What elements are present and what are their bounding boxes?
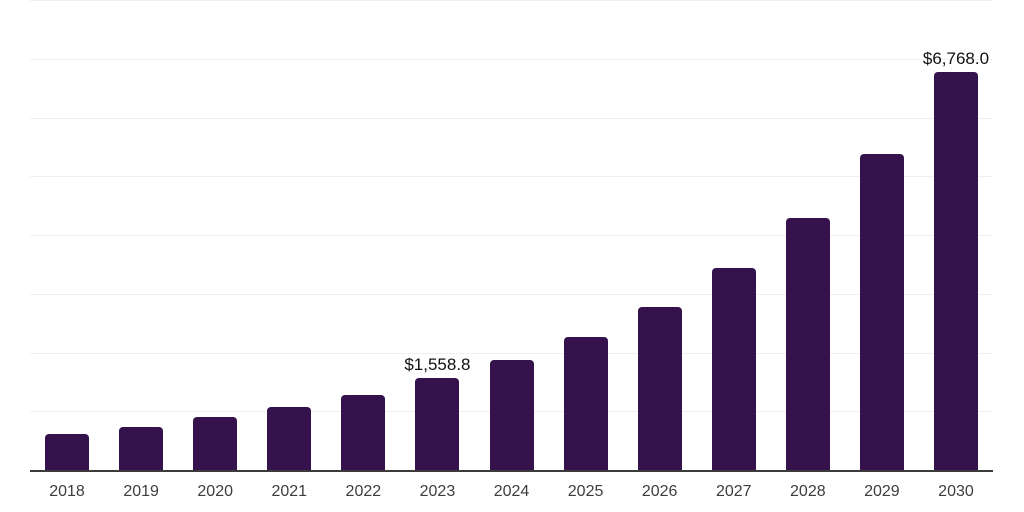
- gridline: [30, 293, 993, 295]
- bar-series: $1,558.8 $6,768.0: [30, 0, 993, 470]
- gridline: [30, 0, 993, 1]
- plot-area: $1,558.8 $6,768.0: [30, 0, 993, 470]
- bar-2021: [267, 407, 312, 470]
- bar-group-2025: [549, 0, 623, 470]
- gridline: [30, 176, 993, 178]
- bar-group-2023: $1,558.8: [400, 0, 474, 470]
- x-tick-label-2019: 2019: [123, 483, 159, 500]
- x-tick-label-2025: 2025: [567, 483, 604, 500]
- x-tick-label-2023: 2023: [419, 483, 456, 500]
- x-tick-label-2027: 2027: [715, 483, 752, 500]
- gridline: [30, 235, 993, 236]
- bar-value-label-2023: $1,558.8: [404, 355, 471, 375]
- x-tick-label-2029: 2029: [864, 483, 900, 500]
- bar-group-2019: [104, 0, 178, 470]
- x-tick-label-2028: 2028: [790, 483, 826, 500]
- bar-2018: [45, 433, 90, 470]
- x-tick-label-2026: 2026: [641, 483, 678, 500]
- bar-2025: [563, 336, 608, 470]
- gridline: [30, 58, 993, 60]
- bar-2019: [119, 427, 164, 470]
- bar-group-2030: $6,768.0: [919, 0, 993, 470]
- bar-group-2027: [697, 0, 771, 470]
- bar-value-label-2030: $6,768.0: [922, 49, 990, 69]
- x-tick-label-2018: 2018: [49, 483, 85, 500]
- x-tick-label-2024: 2024: [493, 483, 530, 500]
- bar-2027: [711, 268, 756, 470]
- x-tick-label-2030: 2030: [938, 483, 974, 500]
- bar-2029: [859, 153, 904, 470]
- bar-2028: [785, 218, 830, 470]
- bar-2024: [489, 360, 534, 470]
- gridline: [30, 117, 993, 119]
- bar-2022: [341, 394, 386, 470]
- gridline: [30, 352, 993, 354]
- bar-2020: [193, 417, 238, 470]
- bar-group-2021: [252, 0, 326, 470]
- bar-group-2028: [771, 0, 845, 470]
- bar-2023: [415, 378, 460, 470]
- bar-group-2026: [623, 0, 697, 470]
- bar-group-2020: [178, 0, 252, 470]
- bar-group-2024: [474, 0, 548, 470]
- bar-group-2029: [845, 0, 919, 470]
- x-tick-label-2020: 2020: [197, 483, 233, 500]
- x-tick-label-2021: 2021: [271, 483, 308, 500]
- bar-group-2022: [326, 0, 400, 470]
- bar-2026: [637, 306, 682, 470]
- bar-2030: [933, 72, 978, 470]
- x-tick-label-2022: 2022: [345, 483, 382, 500]
- x-axis-line: [30, 470, 993, 472]
- bar-group-2018: [30, 0, 104, 470]
- x-axis-labels: 2018 2019 2020 2021 2022 2023 2024 2025 2026 2027…: [30, 484, 993, 500]
